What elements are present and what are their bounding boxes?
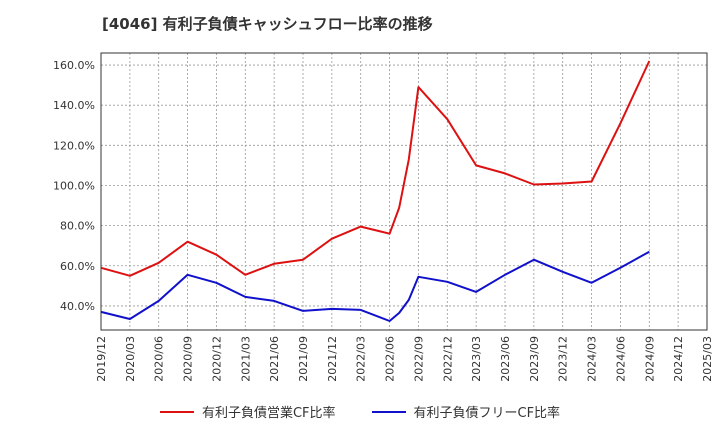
- x-tick-label: 2022/12: [441, 336, 454, 382]
- y-tick-label: 100.0%: [53, 179, 95, 192]
- x-tick-label: 2023/12: [557, 336, 570, 382]
- x-tick-label: 2024/12: [672, 336, 685, 382]
- x-tick-label: 2022/03: [355, 336, 368, 382]
- y-tick-label: 120.0%: [53, 139, 95, 152]
- x-tick-label: 2024/09: [643, 336, 656, 382]
- x-tick-label: 2024/03: [586, 336, 599, 382]
- x-tick-label: 2022/09: [412, 336, 425, 382]
- y-tick-label: 160.0%: [53, 59, 95, 72]
- legend-item-free-cf: 有利子負債フリーCF比率: [371, 402, 561, 421]
- x-tick-label: 2023/03: [470, 336, 483, 382]
- x-tick-label: 2024/06: [614, 336, 627, 382]
- x-tick-label: 2021/12: [326, 336, 339, 382]
- x-tick-label: 2020/06: [153, 336, 166, 382]
- x-tick-label: 2022/06: [384, 336, 397, 382]
- legend-swatch-blue: [371, 410, 406, 413]
- x-tick-label: 2020/03: [124, 336, 137, 382]
- plot-frame: [100, 52, 708, 331]
- legend-item-operating-cf: 有利子負債営業CF比率: [159, 402, 336, 421]
- chart-title: [4046] 有利子負債キャッシュフロー比率の推移: [102, 15, 433, 33]
- plot-area: [101, 53, 707, 330]
- y-tick-label: 140.0%: [53, 99, 95, 112]
- x-tick-label: 2021/06: [268, 336, 281, 382]
- y-tick-label: 40.0%: [60, 300, 95, 313]
- chart-legend: 有利子負債営業CF比率 有利子負債フリーCF比率: [0, 402, 720, 421]
- x-tick-label: 2021/09: [297, 336, 310, 382]
- x-tick-label: 2020/09: [182, 336, 195, 382]
- x-tick-label: 2019/12: [95, 336, 108, 382]
- x-tick-label: 2021/03: [239, 336, 252, 382]
- y-tick-label: 60.0%: [60, 260, 95, 273]
- x-tick-label: 2023/06: [499, 336, 512, 382]
- legend-label-operating-cf: 有利子負債営業CF比率: [201, 406, 336, 421]
- x-tick-label: 2020/12: [210, 336, 223, 382]
- legend-label-free-cf: 有利子負債フリーCF比率: [413, 406, 561, 421]
- series-line-1: [100, 250, 650, 322]
- y-tick-label: 80.0%: [60, 220, 95, 233]
- x-tick-label: 2023/09: [528, 336, 541, 382]
- series-line-0: [100, 60, 651, 277]
- legend-swatch-red: [159, 410, 194, 413]
- x-tick-label: 2025/03: [701, 336, 714, 382]
